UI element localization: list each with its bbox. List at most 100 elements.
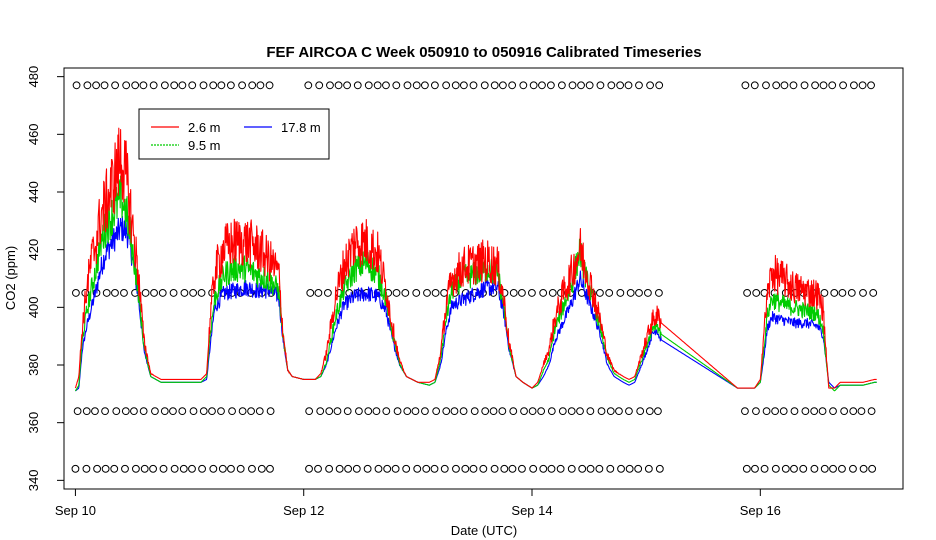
status-marker [314,464,322,473]
status-marker [111,81,119,90]
status-marker [122,81,131,90]
status-marker [102,289,111,297]
status-marker [325,407,334,416]
status-marker [393,407,402,416]
status-marker [616,289,625,297]
status-marker [121,464,129,473]
status-marker [160,407,169,416]
status-marker [741,81,750,90]
status-marker [859,289,867,297]
status-marker [364,81,373,90]
status-marker [140,464,149,473]
status-marker [518,289,526,297]
status-marker [248,464,256,473]
legend-box [138,108,330,160]
status-marker [323,289,332,297]
status-marker [586,464,595,473]
series-line-0 [75,215,877,392]
status-marker [266,464,274,473]
legend-label-17-8m: 17.8 m [281,120,321,135]
status-marker [859,464,868,473]
status-marker [120,289,128,297]
status-marker [420,81,429,90]
status-marker [586,407,595,416]
status-marker [585,81,594,90]
status-marker [500,464,509,473]
status-marker [869,289,878,297]
status-marker [556,464,565,473]
status-marker [178,407,187,416]
status-marker [750,81,759,90]
status-marker [567,407,576,416]
status-marker [372,407,381,416]
status-marker [654,407,662,416]
status-marker [421,407,429,416]
status-marker [100,81,109,90]
status-marker [440,289,449,297]
status-marker [179,464,188,473]
y-axis: 340 360 380 400 420 440 460 480 [26,66,64,491]
y-tick-label: 440 [26,181,41,203]
status-marker [576,407,584,416]
status-marker [801,407,810,416]
status-marker [615,407,623,416]
status-marker [469,81,478,90]
status-marker [499,81,507,90]
status-marker [529,81,538,90]
status-marker [333,407,342,416]
status-marker [403,81,412,90]
chart-title: FEF AIRCOA C Week 050910 to 050916 Calib… [266,44,701,61]
status-marker [840,407,849,416]
status-marker [762,81,770,90]
status-marker [520,407,528,416]
status-marker [741,407,749,416]
status-marker [528,407,537,416]
status-marker [830,289,839,297]
status-marker [781,464,790,473]
status-marker [868,464,877,473]
status-marker [149,464,157,473]
status-marker [209,464,218,473]
status-marker [101,407,109,416]
status-marker [344,464,353,473]
status-marker [625,464,634,473]
status-marker [752,407,760,416]
status-marker [538,81,546,90]
status-marker [606,407,615,416]
status-marker [480,81,489,90]
status-marker [199,407,208,416]
status-marker [413,464,422,473]
status-marker [596,289,604,297]
status-marker [605,289,614,297]
status-marker [189,407,198,416]
status-marker [188,81,197,90]
status-marker [217,81,226,90]
status-marker [557,289,565,297]
status-marker [636,407,645,416]
status-marker [567,464,576,473]
status-marker [490,81,499,90]
plot-frame [63,67,904,490]
status-marker [411,407,420,416]
status-marker [226,81,235,90]
status-marker [71,464,80,473]
status-marker [160,81,169,90]
status-marker [625,407,633,416]
status-marker [644,464,653,473]
status-marker [373,81,382,90]
status-marker [820,289,829,297]
legend-label-2-6m: 2.6 m [188,120,221,135]
legend: 2.6 m 9.5 m 17.8 m [138,108,330,160]
status-marker [481,407,490,416]
status-marker [170,81,179,90]
status-marker [132,464,140,473]
status-marker [577,81,585,90]
status-marker [82,464,91,473]
status-marker [547,464,556,473]
status-marker [597,407,606,416]
status-marker [450,407,459,416]
series-lines [74,127,877,392]
status-marker [169,407,177,416]
status-marker [635,289,643,297]
